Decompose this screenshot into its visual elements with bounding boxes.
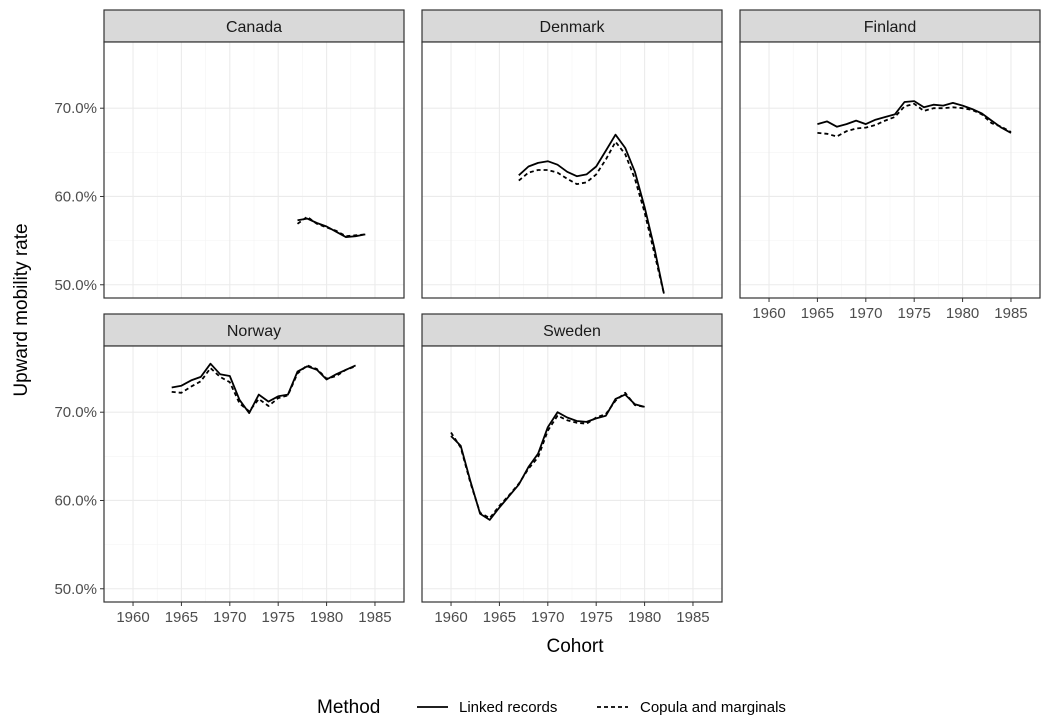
panel-border [103,41,405,299]
panel-border [103,345,405,603]
y-tick-label: 60.0% [54,188,97,205]
y-tick-label: 50.0% [54,277,97,294]
legend: Method Linked records Copula and margina… [317,697,786,718]
strip-label-canada: Canada [226,19,282,36]
y-tick-label: 60.0% [54,492,97,509]
x-tick-label: 1970 [531,609,564,626]
panel-border [421,41,723,299]
series-finland-copula-and-marginals [817,102,1012,138]
x-tick-label: 1960 [434,609,467,626]
x-tick-label: 1965 [165,609,198,626]
x-tick-label: 1960 [116,609,149,626]
strip-sweden [421,313,723,347]
series-denmark-linked-records [518,133,665,294]
strip-label-norway: Norway [227,323,281,340]
y-tick-label: 50.0% [54,581,97,598]
x-tick-label: 1975 [580,609,613,626]
series-finland-linked-records [817,100,1012,134]
y-axis-title: Upward mobility rate [11,223,32,396]
series-sweden-copula-and-marginals [450,391,645,519]
x-tick-label: 1975 [262,609,295,626]
panel-border [421,345,723,603]
panel-sweden: Sweden [421,313,723,603]
x-tick-label: 1980 [628,609,661,626]
y-tick-label: 70.0% [54,100,97,117]
strip-label-sweden: Sweden [543,323,601,340]
x-tick-label: 1985 [994,305,1027,322]
strip-label-finland: Finland [864,19,916,36]
legend-label-linked-records: Linked records [459,699,557,716]
panel-finland: Finland [739,9,1041,299]
x-tick-label: 1980 [310,609,343,626]
facet-panels: Canada Denmark Finland Norway Sweden [103,9,1041,603]
axis-labels: 50.0% 60.0% 70.0% 1960 1965 1970 1975 1980 1985 5… [54,100,1027,626]
series-denmark-copula-and-marginals [518,140,665,294]
x-tick-label: 1985 [676,609,709,626]
x-tick-label: 1985 [358,609,391,626]
panel-canada: Canada [103,9,405,299]
x-tick-label: 1975 [898,305,931,322]
legend-label-copula-and-marginals: Copula and marginals [640,699,786,716]
strip-canada [103,9,405,43]
x-tick-label: 1960 [752,305,785,322]
series-canada-copula-and-marginals [296,215,366,238]
panel-denmark: Denmark [421,9,723,299]
x-tick-label: 1965 [801,305,834,322]
series-sweden-linked-records [450,393,645,521]
series-norway-copula-and-marginals [171,364,356,413]
x-tick-label: 1970 [213,609,246,626]
x-tick-label: 1970 [849,305,882,322]
x-axis-title: Cohort [546,636,604,657]
strip-label-denmark: Denmark [540,19,606,36]
x-tick-label: 1965 [483,609,516,626]
panel-border [739,41,1041,299]
x-tick-label: 1980 [946,305,979,322]
strip-denmark [421,9,723,43]
legend-title: Method [317,697,380,718]
y-tick-label: 70.0% [54,404,97,421]
panel-norway: Norway [103,313,405,603]
